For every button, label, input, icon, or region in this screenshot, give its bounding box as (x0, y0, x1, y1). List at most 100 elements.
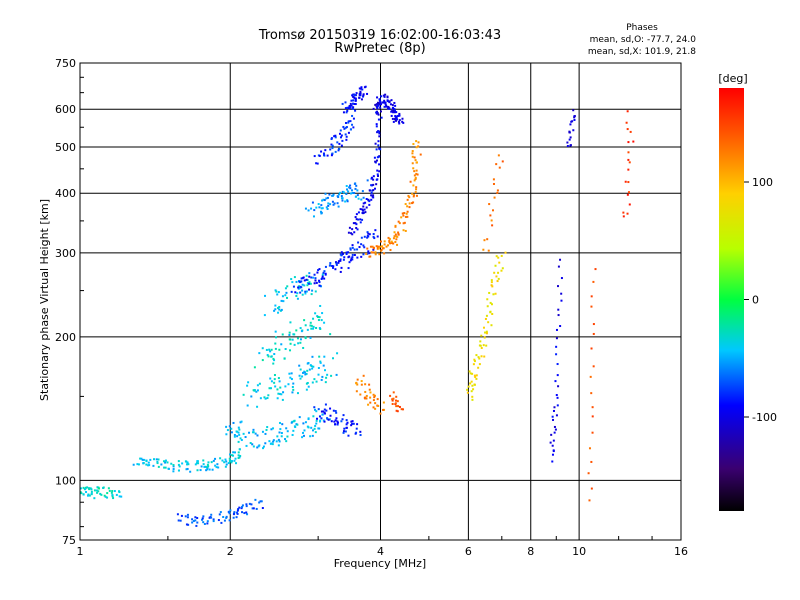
data-point (397, 220, 400, 223)
data-point (551, 460, 554, 463)
data-point (340, 420, 343, 423)
data-point (248, 431, 251, 434)
data-point (242, 393, 245, 396)
data-point (343, 127, 346, 130)
data-point (274, 342, 277, 345)
data-point (316, 162, 319, 165)
data-point (235, 462, 238, 465)
data-point (307, 282, 310, 285)
data-point (238, 506, 241, 509)
data-point (361, 88, 364, 91)
data-point (336, 420, 339, 423)
data-point (285, 291, 288, 294)
data-point (569, 136, 572, 139)
data-point (269, 350, 272, 353)
data-point (469, 382, 472, 385)
data-point (496, 191, 499, 194)
data-point (497, 256, 500, 259)
data-point (491, 209, 494, 212)
data-point (345, 126, 348, 129)
data-point (322, 364, 325, 367)
data-point (407, 194, 410, 197)
data-point (366, 179, 369, 182)
data-point (362, 253, 365, 256)
data-point (495, 163, 498, 166)
data-point (377, 103, 380, 106)
data-point (469, 372, 472, 375)
data-point (180, 514, 183, 517)
data-point (383, 243, 386, 246)
colorbar-tick-label: -100 (752, 411, 777, 424)
data-point (555, 328, 558, 331)
data-point (296, 423, 299, 426)
data-point (349, 259, 352, 262)
data-point (354, 94, 357, 97)
x-tick-label: 16 (674, 545, 688, 558)
data-point (369, 255, 372, 258)
data-point (282, 300, 285, 303)
data-point (285, 440, 288, 443)
data-point (362, 196, 365, 199)
data-point (376, 159, 379, 162)
data-point (405, 212, 408, 215)
data-point (284, 348, 287, 351)
data-point (230, 460, 233, 463)
data-point (478, 363, 481, 366)
data-point (226, 429, 229, 432)
data-point (351, 258, 354, 261)
data-point (348, 104, 351, 107)
data-point (627, 141, 630, 144)
data-point (223, 461, 226, 464)
data-point (401, 120, 404, 123)
data-point (300, 280, 303, 283)
data-point (187, 463, 190, 466)
data-point (356, 248, 359, 251)
data-point (493, 271, 496, 274)
data-point (340, 266, 343, 269)
data-point (491, 285, 494, 288)
data-point (199, 469, 202, 472)
data-point (164, 466, 167, 469)
data-point (330, 154, 333, 157)
data-point (312, 429, 315, 432)
plot-frame (79, 62, 682, 541)
data-point (294, 291, 297, 294)
data-point (402, 222, 405, 225)
data-point (389, 394, 392, 397)
data-point (306, 381, 309, 384)
data-point (354, 99, 357, 102)
data-point (569, 144, 572, 147)
data-point (139, 457, 142, 460)
data-point (318, 415, 321, 418)
data-point (352, 95, 355, 98)
data-point (299, 281, 302, 284)
data-point (398, 112, 401, 115)
data-point (384, 93, 387, 96)
data-point (227, 462, 230, 465)
data-point (552, 409, 555, 412)
data-point (368, 252, 371, 255)
y-tick-label: 75 (62, 534, 76, 547)
data-point (414, 159, 417, 162)
data-point (208, 468, 211, 471)
data-point (395, 409, 398, 412)
data-point (490, 281, 493, 284)
data-point (270, 348, 273, 351)
data-point (206, 468, 209, 471)
data-point (192, 519, 195, 522)
data-point (302, 346, 305, 349)
data-point (312, 276, 315, 279)
data-point (335, 411, 338, 414)
data-point (382, 94, 385, 97)
data-point (237, 508, 240, 511)
data-point (298, 287, 301, 290)
data-point (256, 434, 259, 437)
data-point (472, 363, 475, 366)
data-point (490, 219, 493, 222)
x-tick-label: 2 (227, 545, 234, 558)
data-point (297, 285, 300, 288)
data-point (152, 464, 155, 467)
data-point (362, 93, 365, 96)
data-point (316, 271, 319, 274)
